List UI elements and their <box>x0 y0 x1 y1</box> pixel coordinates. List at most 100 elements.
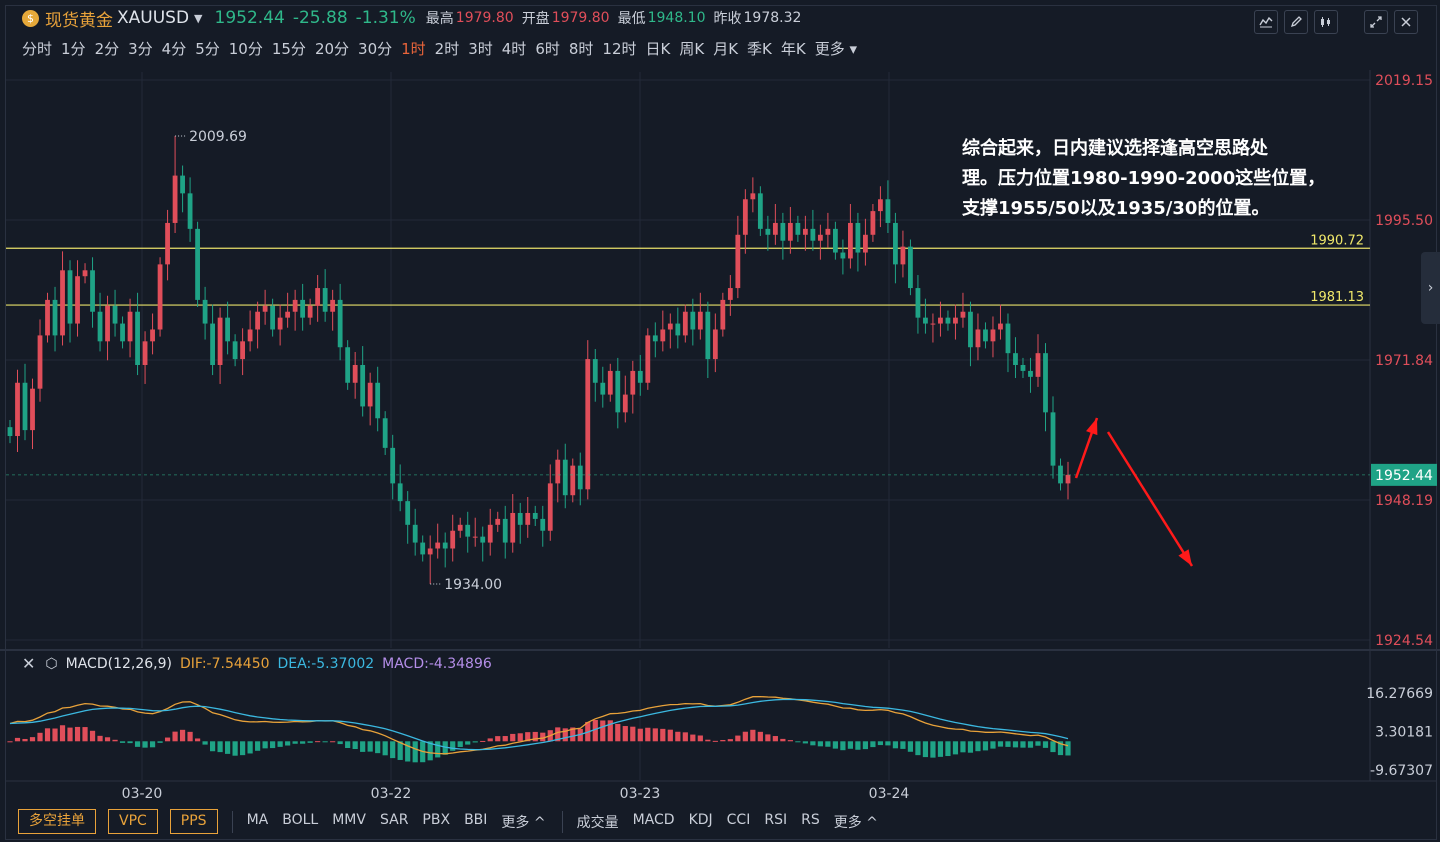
candle <box>735 215 741 299</box>
macd-bar <box>202 741 208 745</box>
macd-bar <box>442 741 448 755</box>
period-tab[interactable]: 12时 <box>602 40 637 58</box>
candle <box>495 511 501 532</box>
period-tab[interactable]: 季K <box>747 40 772 58</box>
vpc-button[interactable]: VPC <box>108 809 158 834</box>
candle-body <box>270 305 276 330</box>
macd-bar <box>772 736 778 742</box>
candle-body <box>345 347 351 383</box>
candle <box>885 180 891 234</box>
period-tab[interactable]: 30分 <box>358 40 393 58</box>
indicator-option[interactable]: KDJ <box>688 811 713 828</box>
period-tab[interactable]: 分时 <box>22 40 53 58</box>
indicator-option[interactable]: CCI <box>726 811 751 828</box>
candle <box>787 206 793 254</box>
candle-body <box>30 388 35 431</box>
candle <box>112 289 118 337</box>
period-tab[interactable]: 5分 <box>195 40 220 58</box>
indicator-option[interactable]: PBX <box>422 811 451 828</box>
candle-body <box>82 270 88 277</box>
expand-icon[interactable] <box>1364 10 1388 34</box>
candle-body <box>675 323 681 336</box>
candle <box>292 289 298 331</box>
period-tab[interactable]: 4分 <box>161 40 187 58</box>
period-tab[interactable]: 周K <box>679 40 705 58</box>
symbol-dropdown-icon[interactable]: ▼ <box>194 11 203 25</box>
period-tab[interactable]: 15分 <box>271 40 306 58</box>
period-tab[interactable]: 8时 <box>568 40 594 58</box>
period-tab[interactable]: 6时 <box>535 40 560 58</box>
macd-bar <box>697 735 703 742</box>
close-indicator-icon[interactable]: ✕ <box>22 654 36 673</box>
period-tab[interactable]: 2分 <box>94 40 120 58</box>
indicator-option[interactable]: SAR <box>379 811 409 828</box>
macd-bar <box>802 741 808 744</box>
candle <box>217 307 223 384</box>
candle <box>757 186 763 236</box>
candle-body <box>855 222 861 253</box>
indicator-icon[interactable] <box>1254 10 1278 34</box>
indicator-option[interactable]: MACD <box>632 811 675 828</box>
period-tab[interactable]: 更多 ▾ <box>814 40 858 58</box>
candle-body <box>382 418 388 448</box>
candle-body <box>412 524 418 543</box>
period-tab[interactable]: 年K <box>780 40 806 58</box>
candle-body <box>585 359 591 490</box>
indicator-option[interactable]: BBI <box>464 811 488 828</box>
indicator-option[interactable]: RS <box>801 811 820 828</box>
candle <box>570 458 576 503</box>
candle <box>240 328 246 376</box>
candle <box>600 366 606 408</box>
instrument-symbol[interactable]: XAUUSD <box>117 8 190 28</box>
candle-body <box>660 329 666 342</box>
macd-bar <box>570 727 576 742</box>
period-tab[interactable]: 1时 <box>401 40 426 58</box>
candle-body <box>915 288 921 318</box>
period-tab[interactable]: 20分 <box>314 40 350 58</box>
candle-body <box>825 228 831 235</box>
indicator-option[interactable]: 更多 ^ <box>833 814 878 831</box>
close-icon[interactable] <box>1394 10 1418 34</box>
macd-dif: DIF:-7.54450 <box>179 655 270 672</box>
macd-bar <box>217 741 223 753</box>
indicator-option[interactable]: 更多 ^ <box>501 814 546 831</box>
candle-body <box>682 311 688 336</box>
candle-body <box>1043 353 1048 413</box>
indicator-option[interactable]: BOLL <box>282 811 319 828</box>
indicator-option[interactable]: MA <box>246 811 269 828</box>
period-tab[interactable]: 月K <box>713 40 739 58</box>
period-tab[interactable]: 3时 <box>468 40 493 58</box>
settings-hex-icon[interactable]: ⬡ <box>45 655 58 672</box>
pps-button[interactable]: PPS <box>169 809 218 834</box>
y-tick-label: 2019.15 <box>1375 73 1433 89</box>
indicator-option[interactable]: RSI <box>764 811 788 828</box>
period-tab[interactable]: 4时 <box>501 40 527 58</box>
indicator-option[interactable]: MMV <box>332 811 366 828</box>
period-tab[interactable]: 1分 <box>61 40 86 58</box>
side-panel-expand-button[interactable]: › <box>1421 252 1440 324</box>
candle-body <box>712 329 718 360</box>
period-tab[interactable]: 日K <box>645 40 671 58</box>
macd-bar <box>44 728 51 742</box>
macd-bar <box>1020 741 1026 748</box>
candle-body <box>983 329 988 342</box>
macd-bar <box>922 741 929 758</box>
period-tab[interactable]: 3分 <box>128 40 153 58</box>
period-tab[interactable]: 2时 <box>434 40 460 58</box>
candle-body <box>315 288 321 306</box>
candle-body <box>570 465 576 496</box>
candle <box>585 340 591 500</box>
candle <box>82 263 88 284</box>
period-tab[interactable]: 10分 <box>228 40 263 58</box>
draw-pen-icon[interactable] <box>1284 10 1308 34</box>
candle <box>720 292 726 337</box>
candle-body <box>465 524 471 537</box>
candle-body <box>427 548 433 555</box>
candle <box>577 452 583 506</box>
candle-body <box>127 311 133 342</box>
indicator-option[interactable]: 成交量 <box>576 814 619 831</box>
candle-type-icon[interactable] <box>1314 10 1338 34</box>
macd-bar <box>232 741 238 756</box>
long-short-orders-button[interactable]: 多空挂单 <box>18 809 96 834</box>
